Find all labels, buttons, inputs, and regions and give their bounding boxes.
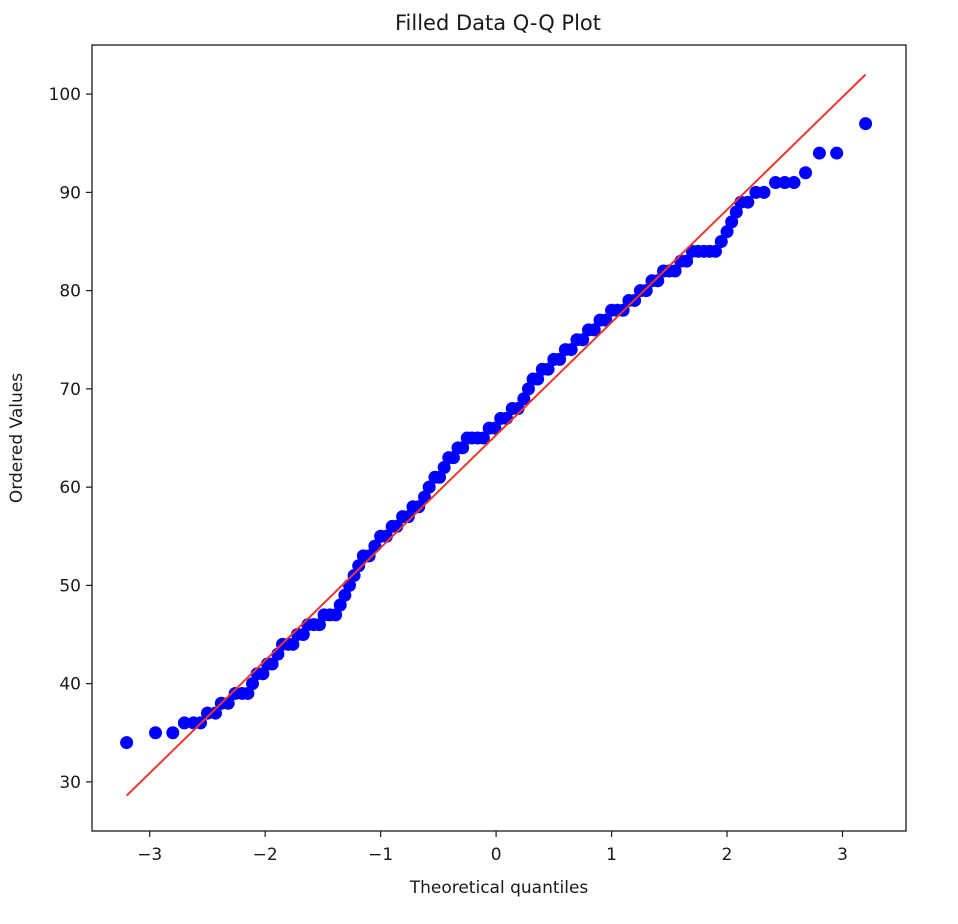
data-point: [329, 608, 343, 622]
x-axis: −3 −2 −1 0 1 2 3: [137, 831, 848, 865]
data-point: [599, 313, 613, 327]
reference-line: [125, 73, 867, 797]
x-axis-label: Theoretical quantiles: [409, 878, 589, 898]
data-point: [312, 618, 326, 632]
data-point: [476, 431, 490, 445]
data-point: [587, 323, 601, 337]
x-tick-label: 0: [491, 845, 502, 865]
y-axis-label: Ordered Values: [7, 373, 27, 503]
x-tick-label: −2: [253, 845, 278, 865]
x-tick-label: 3: [837, 845, 848, 865]
data-point: [769, 176, 783, 190]
data-point: [812, 146, 826, 160]
data-point: [149, 726, 163, 740]
y-tick-label: 60: [59, 478, 81, 498]
chart-title: Filled Data Q-Q Plot: [395, 11, 601, 35]
data-point: [564, 343, 578, 357]
data-point: [241, 686, 255, 700]
data-point: [120, 736, 134, 750]
data-point: [720, 225, 734, 239]
data-point: [517, 392, 531, 406]
y-tick-label: 100: [49, 85, 81, 105]
data-point: [521, 382, 535, 396]
data-point: [433, 470, 447, 484]
plot-frame: [91, 44, 907, 832]
data-point: [741, 195, 755, 209]
plot-marks: [120, 73, 873, 797]
x-tick-label: −1: [368, 845, 393, 865]
data-point: [422, 480, 436, 494]
data-point: [177, 716, 191, 730]
x-tick-label: −3: [137, 845, 162, 865]
data-point: [680, 254, 694, 268]
x-tick-label: 1: [606, 845, 617, 865]
data-point: [651, 274, 665, 288]
data-point: [778, 176, 792, 190]
data-point: [333, 598, 347, 612]
data-point: [245, 677, 259, 691]
data-point: [456, 441, 470, 455]
data-point: [296, 628, 310, 641]
data-point: [256, 667, 270, 681]
data-point: [347, 569, 361, 583]
y-axis: 30 40 50 60 70 80 90 100: [49, 85, 92, 793]
data-point: [757, 185, 771, 199]
data-point: [352, 559, 366, 573]
y-tick-label: 40: [59, 675, 81, 695]
data-point: [553, 352, 567, 366]
data-point: [446, 451, 460, 465]
data-point: [729, 205, 743, 219]
y-tick-label: 90: [59, 183, 81, 203]
data-point: [401, 510, 415, 524]
data-point: [412, 500, 426, 514]
data-point: [639, 284, 653, 298]
data-point: [209, 706, 223, 720]
data-point: [265, 657, 279, 671]
data-point: [166, 726, 180, 740]
data-point: [488, 421, 502, 435]
data-point: [362, 549, 376, 563]
data-point: [541, 362, 555, 376]
x-tick-label: 2: [722, 845, 733, 865]
data-point: [799, 166, 813, 180]
data-point: [418, 490, 432, 504]
data-point: [437, 460, 451, 474]
data-point: [338, 588, 352, 602]
y-tick-label: 50: [59, 576, 81, 596]
data-point: [286, 637, 300, 651]
data-point: [668, 264, 682, 278]
data-point: [531, 372, 545, 386]
data-point: [787, 176, 801, 190]
y-tick-label: 70: [59, 380, 81, 400]
y-tick-label: 30: [59, 773, 81, 793]
data-point: [708, 244, 722, 258]
data-point: [830, 146, 844, 160]
y-tick-label: 80: [59, 282, 81, 302]
data-point: [859, 117, 873, 131]
data-point: [576, 333, 590, 347]
data-point: [725, 215, 739, 229]
data-point: [714, 235, 728, 248]
